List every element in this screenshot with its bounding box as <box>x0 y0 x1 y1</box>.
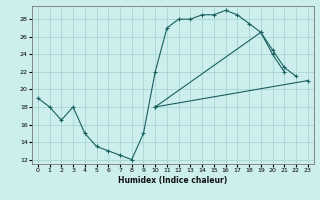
X-axis label: Humidex (Indice chaleur): Humidex (Indice chaleur) <box>118 176 228 185</box>
